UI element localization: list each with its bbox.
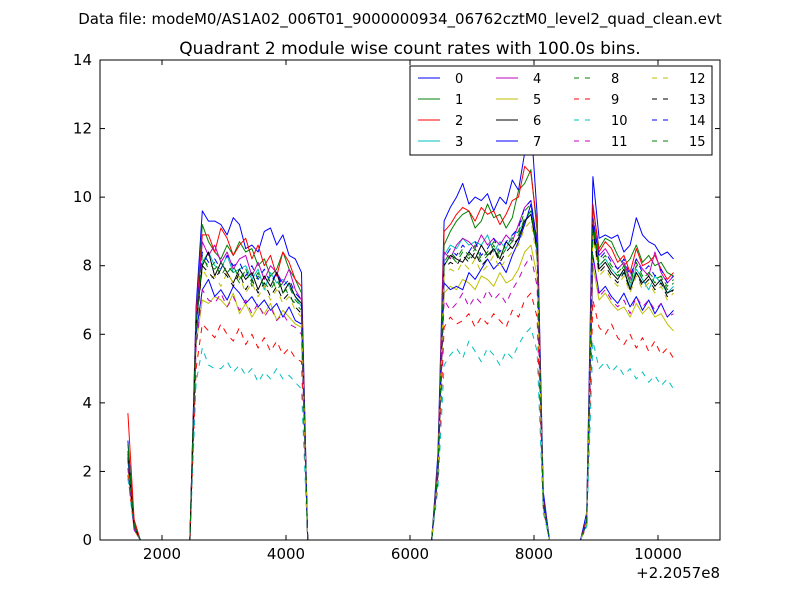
x-tick-label: 10000	[634, 545, 682, 563]
figure-suptitle: Data file: modeM0/AS1A02_006T01_90000009…	[78, 10, 722, 29]
x-tick-label: 8000	[515, 545, 553, 563]
legend-label-3: 3	[455, 135, 463, 150]
legend-label-10: 10	[611, 114, 628, 129]
y-tick-label: 14	[73, 51, 92, 69]
chart-title: Quadrant 2 module wise count rates with …	[179, 39, 640, 59]
legend-label-11: 11	[611, 135, 628, 150]
legend-label-0: 0	[455, 72, 463, 87]
legend-label-6: 6	[533, 114, 541, 129]
x-tick-label: 4000	[267, 545, 305, 563]
y-tick-label: 6	[82, 325, 92, 343]
legend-label-12: 12	[689, 72, 706, 87]
legend-label-4: 4	[533, 72, 541, 87]
x-tick-label: 2000	[143, 545, 181, 563]
legend-label-1: 1	[455, 93, 463, 108]
legend-label-2: 2	[455, 114, 463, 129]
legend-label-8: 8	[611, 72, 619, 87]
y-tick-label: 2	[82, 462, 92, 480]
legend-label-5: 5	[533, 93, 541, 108]
legend-label-13: 13	[689, 93, 706, 108]
y-tick-label: 10	[73, 188, 92, 206]
y-tick-label: 8	[82, 257, 92, 275]
legend-label-14: 14	[689, 114, 706, 129]
legend-label-15: 15	[689, 135, 706, 150]
x-offset-label: +2.2057e8	[636, 564, 720, 582]
legend-box	[409, 65, 713, 156]
legend-label-7: 7	[533, 135, 541, 150]
x-tick-label: 6000	[391, 545, 429, 563]
y-tick-label: 12	[73, 120, 92, 138]
y-tick-label: 0	[82, 531, 92, 549]
legend-label-9: 9	[611, 93, 619, 108]
y-tick-label: 4	[82, 394, 92, 412]
